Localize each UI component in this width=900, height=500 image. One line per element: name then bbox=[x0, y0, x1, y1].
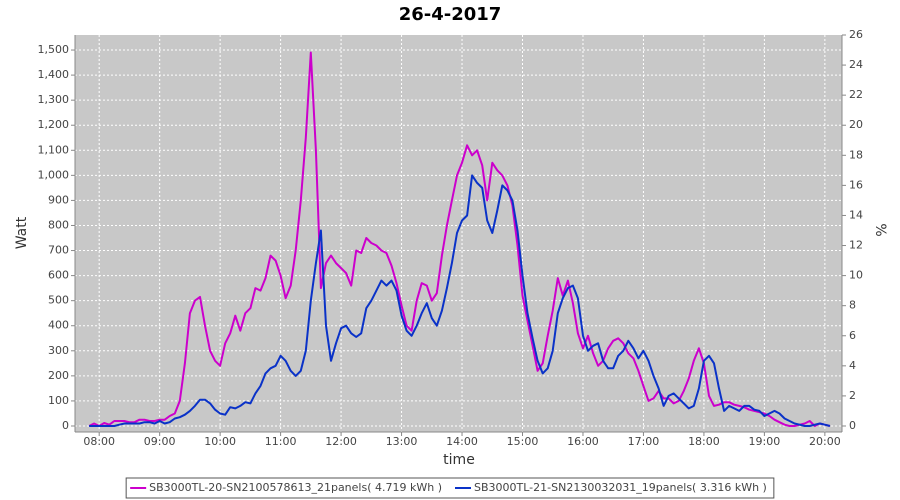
x-tick-label: 11:00 bbox=[265, 435, 297, 448]
y2-tick-label: 24 bbox=[849, 58, 863, 71]
x-tick-label: 09:00 bbox=[144, 435, 176, 448]
y-tick-label: 1,500 bbox=[38, 43, 70, 56]
y2-tick-label: 0 bbox=[849, 419, 856, 432]
y2-tick-label: 4 bbox=[849, 359, 856, 372]
x-tick-label: 20:00 bbox=[809, 435, 841, 448]
y2-tick-label: 16 bbox=[849, 178, 863, 191]
x-axis-label: time bbox=[443, 452, 475, 468]
y-tick-label: 1,400 bbox=[38, 68, 70, 81]
x-tick-label: 10:00 bbox=[204, 435, 236, 448]
legend-label: SB3000TL-20-SN2100578613_21panels( 4.719… bbox=[149, 481, 442, 494]
y2-tick-label: 6 bbox=[849, 329, 856, 342]
y2-tick-label: 26 bbox=[849, 28, 863, 41]
y-axis-label: Watt bbox=[14, 216, 30, 249]
y-tick-label: 1,300 bbox=[38, 93, 70, 106]
y-tick-label: 300 bbox=[48, 344, 69, 357]
x-tick-label: 19:00 bbox=[749, 435, 781, 448]
x-tick-label: 17:00 bbox=[628, 435, 660, 448]
x-tick-label: 12:00 bbox=[325, 435, 357, 448]
y-tick-label: 500 bbox=[48, 294, 69, 307]
y-tick-label: 800 bbox=[48, 218, 69, 231]
legend: SB3000TL-20-SN2100578613_21panels( 4.719… bbox=[125, 477, 775, 499]
y2-tick-label: 22 bbox=[849, 88, 863, 101]
y-tick-label: 600 bbox=[48, 269, 69, 282]
legend-label: SB3000TL-21-SN2130032031_19panels( 3.316… bbox=[474, 481, 767, 494]
x-tick-label: 18:00 bbox=[688, 435, 720, 448]
legend-box bbox=[125, 477, 775, 499]
series-line bbox=[88, 51, 831, 427]
chart-title: 26-4-2017 bbox=[399, 4, 502, 25]
y2-tick-label: 8 bbox=[849, 299, 856, 312]
x-tick-label: 15:00 bbox=[507, 435, 539, 448]
y-tick-label: 0 bbox=[62, 419, 69, 432]
y2-tick-label: 18 bbox=[849, 148, 863, 161]
y-tick-label: 100 bbox=[48, 394, 69, 407]
y-tick-label: 200 bbox=[48, 369, 69, 382]
x-tick-label: 16:00 bbox=[567, 435, 599, 448]
y-tick-label: 1,200 bbox=[38, 118, 70, 131]
x-tick-label: 13:00 bbox=[386, 435, 418, 448]
series-line bbox=[89, 174, 831, 427]
y-tick-label: 700 bbox=[48, 244, 69, 257]
y-tick-label: 1,000 bbox=[38, 168, 70, 181]
y2-tick-label: 10 bbox=[849, 269, 863, 282]
y2-tick-label: 2 bbox=[849, 389, 856, 402]
y2-tick-label: 20 bbox=[849, 118, 863, 131]
plot-area bbox=[75, 35, 842, 432]
y2-axis-label: % bbox=[872, 223, 888, 236]
x-tick-label: 08:00 bbox=[83, 435, 115, 448]
y-tick-label: 1,100 bbox=[38, 143, 70, 156]
y-tick-label: 400 bbox=[48, 319, 69, 332]
y2-tick-label: 14 bbox=[849, 208, 863, 221]
x-tick-label: 14:00 bbox=[446, 435, 478, 448]
y-tick-label: 900 bbox=[48, 193, 69, 206]
y2-tick-label: 12 bbox=[849, 239, 863, 252]
